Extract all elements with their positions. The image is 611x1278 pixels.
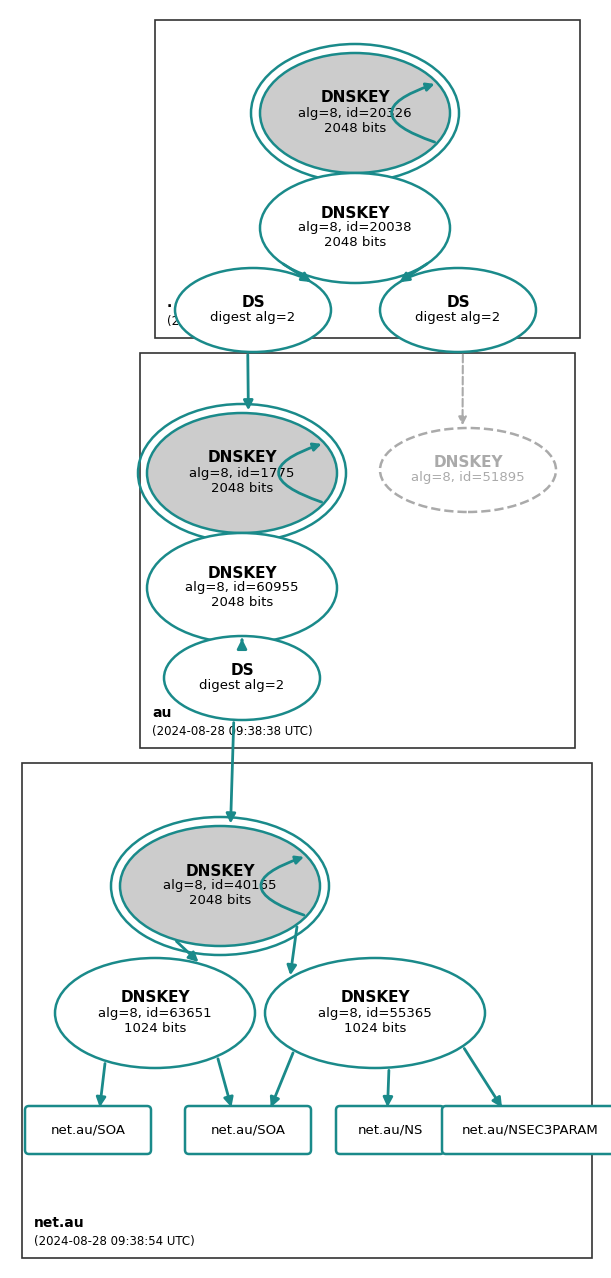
Text: DNSKEY: DNSKEY (120, 990, 190, 1006)
Text: DS: DS (241, 295, 265, 311)
Text: alg=8, id=55365: alg=8, id=55365 (318, 1007, 432, 1020)
Ellipse shape (380, 268, 536, 351)
Text: DNSKEY: DNSKEY (340, 990, 410, 1006)
Text: 1024 bits: 1024 bits (344, 1021, 406, 1034)
Text: 2048 bits: 2048 bits (189, 895, 251, 907)
Text: digest alg=2: digest alg=2 (415, 311, 500, 325)
Text: DNSKEY: DNSKEY (185, 864, 255, 878)
Text: 2048 bits: 2048 bits (324, 236, 386, 249)
Text: alg=8, id=51895: alg=8, id=51895 (411, 472, 525, 484)
Ellipse shape (175, 268, 331, 351)
Text: alg=8, id=60955: alg=8, id=60955 (185, 581, 299, 594)
Bar (155, 20, 580, 337)
Text: net.au/NS: net.au/NS (357, 1123, 423, 1136)
Ellipse shape (380, 428, 556, 512)
Text: DNSKEY: DNSKEY (433, 455, 503, 470)
Ellipse shape (147, 533, 337, 643)
Text: au: au (152, 705, 171, 720)
Text: alg=8, id=20038: alg=8, id=20038 (298, 221, 412, 234)
Ellipse shape (120, 826, 320, 946)
Ellipse shape (164, 636, 320, 720)
Text: net.au/NSEC3PARAM: net.au/NSEC3PARAM (462, 1123, 598, 1136)
FancyBboxPatch shape (336, 1105, 444, 1154)
Ellipse shape (265, 958, 485, 1068)
Text: digest alg=2: digest alg=2 (199, 679, 285, 691)
Text: 2048 bits: 2048 bits (211, 482, 273, 495)
Text: 2048 bits: 2048 bits (324, 121, 386, 134)
Text: 1024 bits: 1024 bits (124, 1021, 186, 1034)
FancyBboxPatch shape (185, 1105, 311, 1154)
Text: digest alg=2: digest alg=2 (210, 311, 296, 325)
Text: .: . (167, 296, 172, 311)
FancyBboxPatch shape (442, 1105, 611, 1154)
Ellipse shape (260, 52, 450, 173)
Text: DS: DS (446, 295, 470, 311)
Text: DNSKEY: DNSKEY (320, 91, 390, 106)
Text: net.au/SOA: net.au/SOA (51, 1123, 125, 1136)
Text: alg=8, id=20326: alg=8, id=20326 (298, 106, 412, 120)
Ellipse shape (260, 173, 450, 282)
Text: DNSKEY: DNSKEY (207, 565, 277, 580)
Text: DS: DS (230, 663, 254, 679)
Text: alg=8, id=1775: alg=8, id=1775 (189, 466, 295, 479)
Ellipse shape (55, 958, 255, 1068)
Text: 2048 bits: 2048 bits (211, 597, 273, 610)
Text: alg=8, id=40165: alg=8, id=40165 (163, 879, 277, 892)
Text: net.au: net.au (34, 1215, 85, 1229)
Text: (2024-08-28 07:58:26 UTC): (2024-08-28 07:58:26 UTC) (167, 314, 328, 328)
Text: alg=8, id=63651: alg=8, id=63651 (98, 1007, 212, 1020)
Text: DNSKEY: DNSKEY (320, 206, 390, 221)
Text: DNSKEY: DNSKEY (207, 451, 277, 465)
Text: (2024-08-28 09:38:38 UTC): (2024-08-28 09:38:38 UTC) (152, 725, 313, 737)
Bar (140, 353, 575, 748)
Text: (2024-08-28 09:38:54 UTC): (2024-08-28 09:38:54 UTC) (34, 1235, 195, 1249)
Text: net.au/SOA: net.au/SOA (211, 1123, 285, 1136)
Bar (22, 763, 592, 1258)
FancyBboxPatch shape (25, 1105, 151, 1154)
Ellipse shape (147, 413, 337, 533)
